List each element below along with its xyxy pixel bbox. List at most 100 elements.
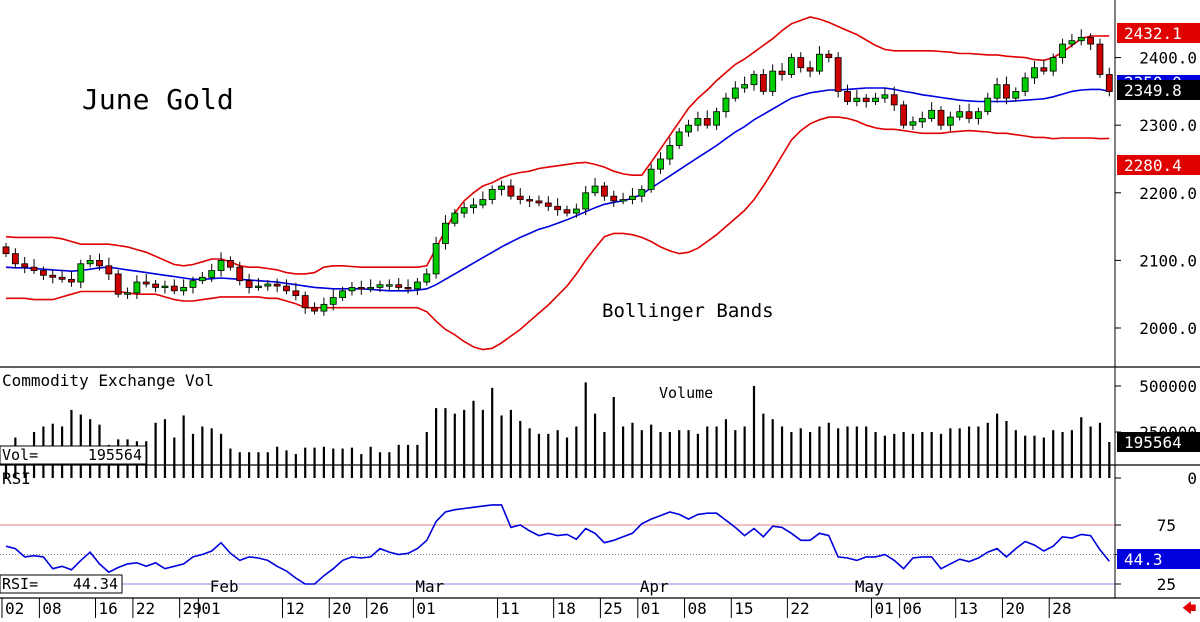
rsi-last-value-box: 44.3	[1117, 549, 1200, 569]
volume-last-value-box: 195564	[1117, 432, 1200, 452]
candle	[292, 282, 300, 301]
candle	[245, 273, 253, 294]
candle	[432, 236, 440, 279]
candle	[320, 297, 328, 316]
candle	[1068, 33, 1076, 48]
candle	[357, 280, 365, 295]
candle	[273, 278, 281, 293]
candle	[442, 215, 449, 250]
candle	[526, 195, 533, 207]
lower-bollinger-band	[6, 116, 1110, 351]
candle	[1040, 59, 1048, 75]
rsi-line	[5, 504, 1110, 585]
x-tick-label: 13	[959, 599, 978, 618]
candle	[516, 188, 524, 205]
candle	[956, 104, 964, 121]
y-tick-labels: 2400.02300.02200.02100.02000.05000002500…	[1115, 49, 1197, 594]
candle	[788, 53, 795, 78]
candle	[694, 111, 702, 132]
candle	[1031, 60, 1038, 84]
x-tick-label: 01	[641, 599, 660, 618]
candle	[180, 279, 188, 296]
candle	[40, 266, 47, 281]
x-tick-label: 20	[1005, 599, 1024, 618]
candle	[2, 242, 10, 258]
candle	[367, 279, 375, 293]
candle	[498, 180, 505, 196]
candle	[685, 119, 692, 137]
candle	[114, 269, 122, 298]
candle	[1059, 38, 1066, 64]
rsi-levels	[0, 524, 1115, 585]
rsi-last-value-label: 44.3	[1124, 550, 1163, 569]
candle	[638, 185, 646, 203]
candle	[993, 77, 1001, 103]
bollinger-bands	[5, 16, 1110, 351]
upper-band-value-box: 2432.1	[1117, 23, 1200, 43]
rsi-tick-label: 75	[1157, 516, 1176, 535]
candle	[189, 276, 197, 294]
x-tick-label: 11	[501, 599, 520, 618]
x-tick-label: 29	[183, 599, 202, 618]
candle	[58, 270, 66, 283]
candle	[797, 52, 805, 73]
candle	[937, 106, 945, 130]
candle	[21, 257, 29, 274]
volume-tick-label: 0	[1187, 469, 1197, 488]
candle	[554, 198, 562, 216]
price-tick-label: 2100.0	[1139, 251, 1197, 270]
x-tick-label: 22	[136, 599, 155, 618]
price-tick-label: 2400.0	[1139, 49, 1197, 68]
candle	[479, 191, 487, 209]
candle	[264, 280, 272, 291]
candle	[329, 289, 337, 311]
candle	[741, 76, 749, 93]
candle	[460, 202, 468, 218]
candle	[161, 280, 169, 294]
x-tick-label: 20	[332, 599, 351, 618]
x-tick-label: 01	[875, 599, 894, 618]
candle	[759, 69, 767, 95]
candle	[946, 111, 954, 132]
candle	[1021, 72, 1029, 97]
upper-bollinger-band	[5, 16, 1110, 275]
candle	[348, 282, 356, 296]
candle	[703, 110, 711, 129]
candle	[881, 88, 889, 103]
candle	[451, 209, 459, 227]
candle	[77, 259, 85, 289]
candle	[657, 152, 664, 174]
candle	[731, 81, 739, 102]
x-tick-labels: 02 08 16 22 29 01 12 20 26 01 11 18 25 01 08 15 22 01 06 13…	[1, 577, 1071, 618]
candle	[423, 268, 431, 286]
candle	[255, 277, 262, 291]
candle	[1087, 33, 1094, 51]
last-price-value-label: 2349.8	[1124, 81, 1182, 100]
candle	[862, 94, 870, 108]
bollinger-annotation: Bollinger Bands	[602, 300, 774, 322]
month-label: May	[855, 577, 884, 596]
candle	[853, 90, 861, 107]
scroll-left-arrow-icon[interactable]: 🡄	[1182, 601, 1197, 617]
volume-readout-label: Vol=	[2, 446, 38, 464]
x-tick-label: 08	[42, 599, 61, 618]
candle	[470, 198, 477, 214]
rsi-readout: RSI= 44.34	[0, 574, 123, 594]
x-tick-label: 15	[734, 599, 753, 618]
candle	[544, 196, 552, 212]
candle	[376, 280, 384, 293]
candle	[404, 279, 412, 294]
price-tick-label: 2000.0	[1139, 319, 1197, 338]
candle	[413, 277, 421, 295]
x-tick-label: 16	[99, 599, 118, 618]
candle	[816, 46, 823, 75]
candle	[610, 190, 618, 207]
candle	[666, 137, 674, 166]
candle	[30, 259, 38, 274]
volume-panel-title: Commodity Exchange Vol	[2, 371, 214, 390]
price-candles	[2, 29, 1113, 316]
candle	[629, 188, 636, 205]
candle	[68, 271, 75, 287]
x-tick-label: 26	[370, 599, 389, 618]
